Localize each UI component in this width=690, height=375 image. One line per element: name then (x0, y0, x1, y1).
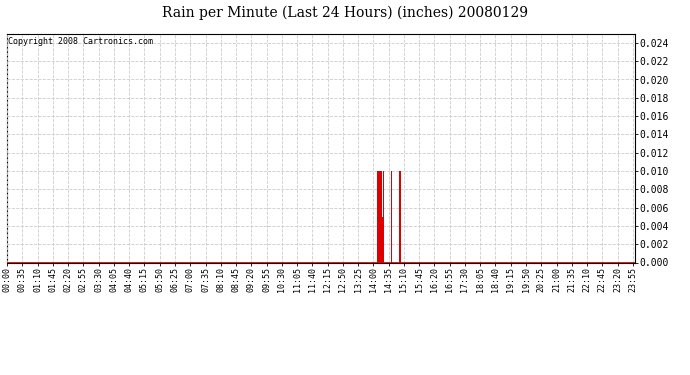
Text: Rain per Minute (Last 24 Hours) (inches) 20080129: Rain per Minute (Last 24 Hours) (inches)… (162, 6, 528, 20)
Text: Copyright 2008 Cartronics.com: Copyright 2008 Cartronics.com (8, 37, 153, 46)
